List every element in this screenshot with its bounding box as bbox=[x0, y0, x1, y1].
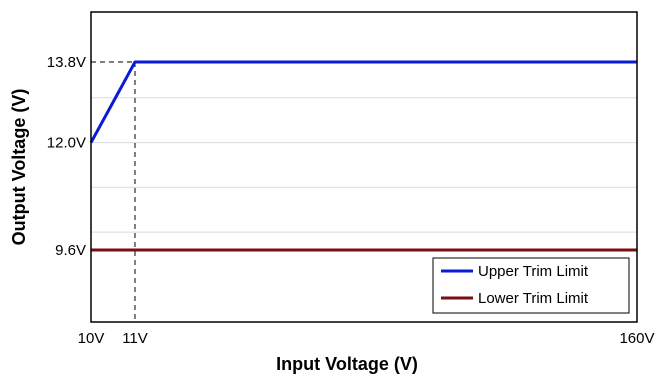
x-tick-label: 10V bbox=[78, 330, 105, 347]
series-line-upper-trim-limit bbox=[89, 60, 637, 144]
reference-lines bbox=[91, 61, 136, 322]
y-tick-label: 12.0V bbox=[47, 135, 86, 152]
series-layer bbox=[89, 60, 637, 252]
y-axis-title: Output Voltage (V) bbox=[9, 89, 29, 246]
y-tick-label: 13.8V bbox=[47, 54, 86, 71]
legend-box bbox=[432, 257, 630, 314]
grid-layer bbox=[91, 97, 637, 233]
x-axis-title: Input Voltage (V) bbox=[276, 354, 418, 374]
x-tick-label: 160V bbox=[619, 330, 654, 347]
plot-frame bbox=[90, 11, 638, 323]
legend-label-lower-trim-limit: Lower Trim Limit bbox=[478, 290, 589, 307]
x-tick-label: 11V bbox=[122, 330, 148, 347]
legend: Upper Trim Limit Lower Trim Limit bbox=[432, 257, 630, 314]
y-tick-label: 9.6V bbox=[55, 242, 86, 259]
y-tick-labels: 13.8V 12.0V 9.6V bbox=[47, 54, 86, 259]
x-tick-labels: 10V 11V 160V bbox=[78, 330, 655, 347]
legend-label-upper-trim-limit: Upper Trim Limit bbox=[478, 263, 589, 280]
